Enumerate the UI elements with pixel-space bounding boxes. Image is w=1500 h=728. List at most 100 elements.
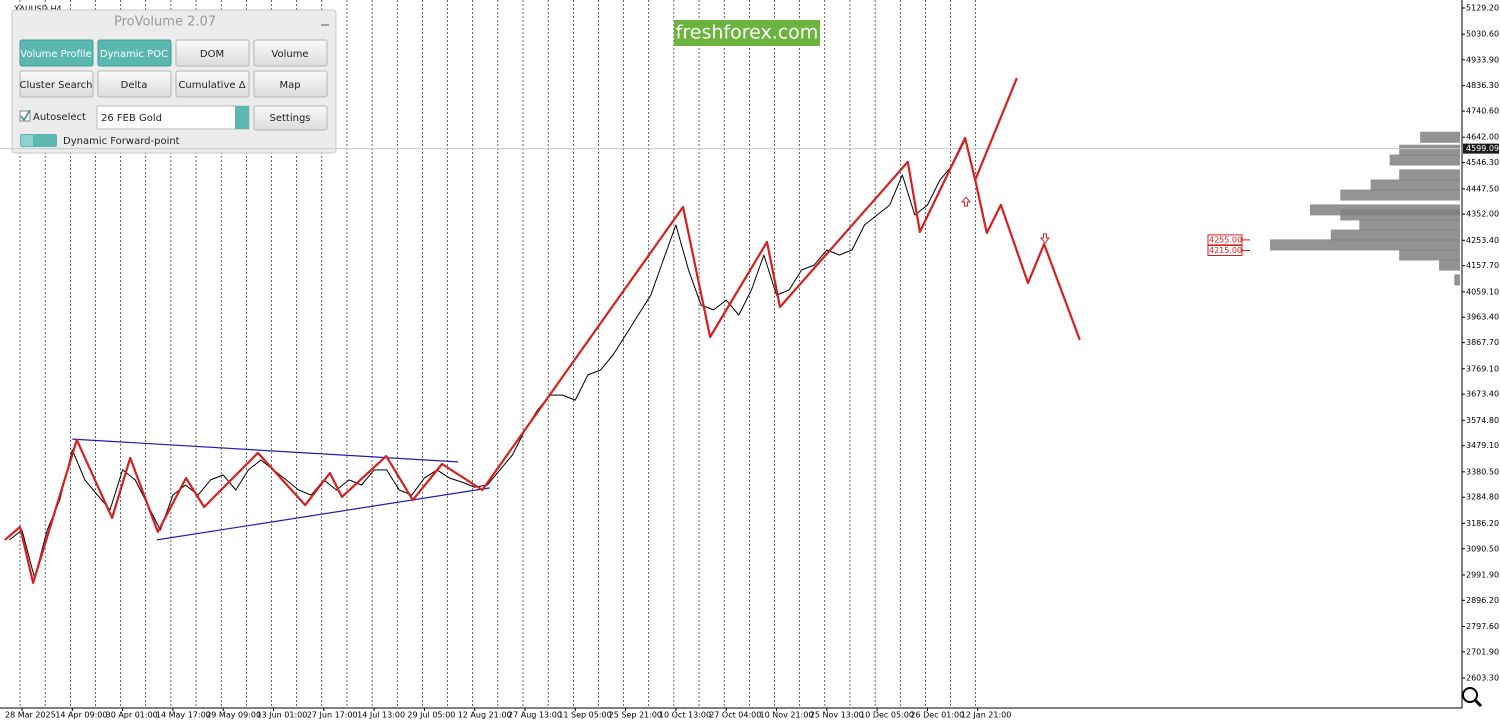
y-tick-label: 3574.80: [1466, 416, 1499, 425]
checkbox-label[interactable]: Autoselect: [33, 112, 86, 123]
y-tick-label: 3380.50: [1466, 467, 1499, 476]
button-label[interactable]: Cumulative Δ: [178, 80, 245, 91]
logo: freshforex.com: [676, 22, 819, 44]
x-tick-label: 13 Jun 01:00: [257, 711, 308, 720]
button-label[interactable]: Cluster Search: [19, 80, 92, 91]
x-tick-label: 10 Dec 05:00: [860, 711, 914, 720]
y-tick-label: 4933.90: [1466, 55, 1499, 64]
x-tick-label: 30 Apr 01:00: [106, 711, 158, 720]
zigzag: [4, 77, 1018, 584]
y-tick-label: 2991.90: [1466, 570, 1499, 579]
price-label-box: [1207, 234, 1243, 246]
x-tick-label: 11 Sep 05:00: [558, 711, 611, 720]
lower-trendline: [156, 487, 490, 541]
button[interactable]: [19, 70, 94, 98]
x-tick-label: 26 Dec 01:00: [910, 711, 964, 720]
y-tick-label: 3673.40: [1466, 390, 1499, 399]
price-label: 4255.00: [1209, 235, 1242, 244]
x-tick-label: 14 Apr 09:00: [55, 711, 107, 720]
logo-box: [674, 20, 820, 46]
price-label-box: [1207, 245, 1243, 257]
last-price-box: [1463, 143, 1499, 154]
symbol-label: XAUUSD,H4: [14, 5, 62, 14]
y-tick-label: 2701.90: [1466, 647, 1499, 656]
y-tick-label: 2603.30: [1466, 674, 1499, 683]
zoom-icon[interactable]: [1462, 687, 1483, 708]
select-value[interactable]: 26 FEB Gold: [101, 113, 162, 124]
check-mark: [20, 109, 31, 122]
toggle-label[interactable]: Dynamic Forward-point: [63, 136, 180, 147]
x-tick-label: 27 Jun 17:00: [307, 711, 358, 720]
y-tick-label: 3479.10: [1466, 441, 1499, 450]
panel-title: ProVolume 2.07: [114, 15, 216, 30]
button[interactable]: [97, 39, 172, 67]
zoom-handle[interactable]: [1473, 698, 1483, 708]
y-tick-label: 3284.80: [1466, 493, 1499, 502]
price-label: 4215.00: [1209, 246, 1242, 255]
x-tick-label: 27 Oct 04:00: [709, 711, 761, 720]
x-tick-label: 12 Aug 21:00: [458, 711, 512, 720]
button[interactable]: [19, 39, 94, 67]
x-tick-label: 27 Aug 13:00: [508, 711, 562, 720]
volume-bar: [1370, 179, 1460, 191]
volume-bar: [1454, 274, 1460, 286]
x-tick-label: 29 Jul 05:00: [407, 711, 455, 720]
y-tick-label: 4836.30: [1466, 81, 1499, 90]
button[interactable]: [253, 39, 328, 67]
button-label[interactable]: DOM: [200, 49, 224, 60]
toggle-knob: [21, 135, 33, 146]
price-line: [9, 139, 966, 579]
y-tick-label: 4253.40: [1466, 236, 1499, 245]
button[interactable]: [175, 39, 250, 67]
y-tick-label: 5129.20: [1466, 4, 1499, 13]
y-tick-label: 2797.60: [1466, 622, 1499, 631]
volume-bar: [1330, 229, 1460, 241]
button-label[interactable]: Delta: [121, 80, 148, 91]
y-tick-label: 4157.70: [1466, 261, 1499, 270]
y-tick-label: 3186.20: [1466, 519, 1499, 528]
button-label[interactable]: Volume Profile: [20, 49, 91, 60]
down-arrow: [1039, 233, 1051, 244]
select-arrow[interactable]: [235, 106, 249, 129]
zoom-lens[interactable]: [1462, 687, 1478, 703]
upper-trendline: [72, 438, 459, 463]
volume-bar: [1420, 131, 1460, 143]
y-tick-label: 3963.40: [1466, 313, 1499, 322]
button-label[interactable]: Volume: [271, 49, 308, 60]
volume-bar: [1340, 209, 1460, 221]
volume-bar: [1389, 154, 1460, 166]
y-tick-label: 4546.30: [1466, 158, 1499, 167]
button-label[interactable]: Map: [279, 80, 300, 91]
y-tick-label: 4059.10: [1466, 287, 1499, 296]
button[interactable]: [97, 70, 172, 98]
x-tick-label: 14 May 17:00: [156, 711, 211, 720]
y-tick-label: 3769.10: [1466, 364, 1499, 373]
x-tick-label: 14 Jul 13:00: [357, 711, 405, 720]
volume-bar: [1439, 259, 1460, 271]
y-tick-label: 4352.00: [1466, 210, 1499, 219]
volume-bar: [1359, 219, 1460, 231]
button[interactable]: [253, 105, 328, 131]
button[interactable]: [253, 70, 328, 98]
y-tick-label: 2896.20: [1466, 596, 1499, 605]
checkbox[interactable]: [19, 110, 31, 122]
up-arrow: [960, 196, 972, 207]
forecast: [974, 179, 1081, 341]
y-tick-label: 4447.50: [1466, 184, 1499, 193]
x-tick-label: 29 May 09:00: [206, 711, 261, 720]
x-tick-label: 12 Jan 21:00: [961, 711, 1012, 720]
y-tick-label: 3090.50: [1466, 544, 1499, 553]
y-tick-label: 5030.60: [1466, 30, 1499, 39]
x-tick-label: 25 Sep 21:00: [609, 711, 662, 720]
button[interactable]: [175, 70, 250, 98]
x-tick-label: 10 Nov 21:00: [760, 711, 814, 720]
button-label[interactable]: Settings: [269, 113, 310, 124]
button-label[interactable]: Dynamic POC: [100, 49, 168, 60]
volume-bar: [1399, 169, 1460, 181]
volume-bar: [1399, 249, 1460, 261]
provolume-panel: ProVolume 2.07 Volume Profile Dynamic PO…: [11, 9, 337, 154]
y-tick-label: 4740.60: [1466, 107, 1499, 116]
y-tick-label: 3867.70: [1466, 338, 1499, 347]
x-tick-label: 25 Nov 13:00: [810, 711, 864, 720]
